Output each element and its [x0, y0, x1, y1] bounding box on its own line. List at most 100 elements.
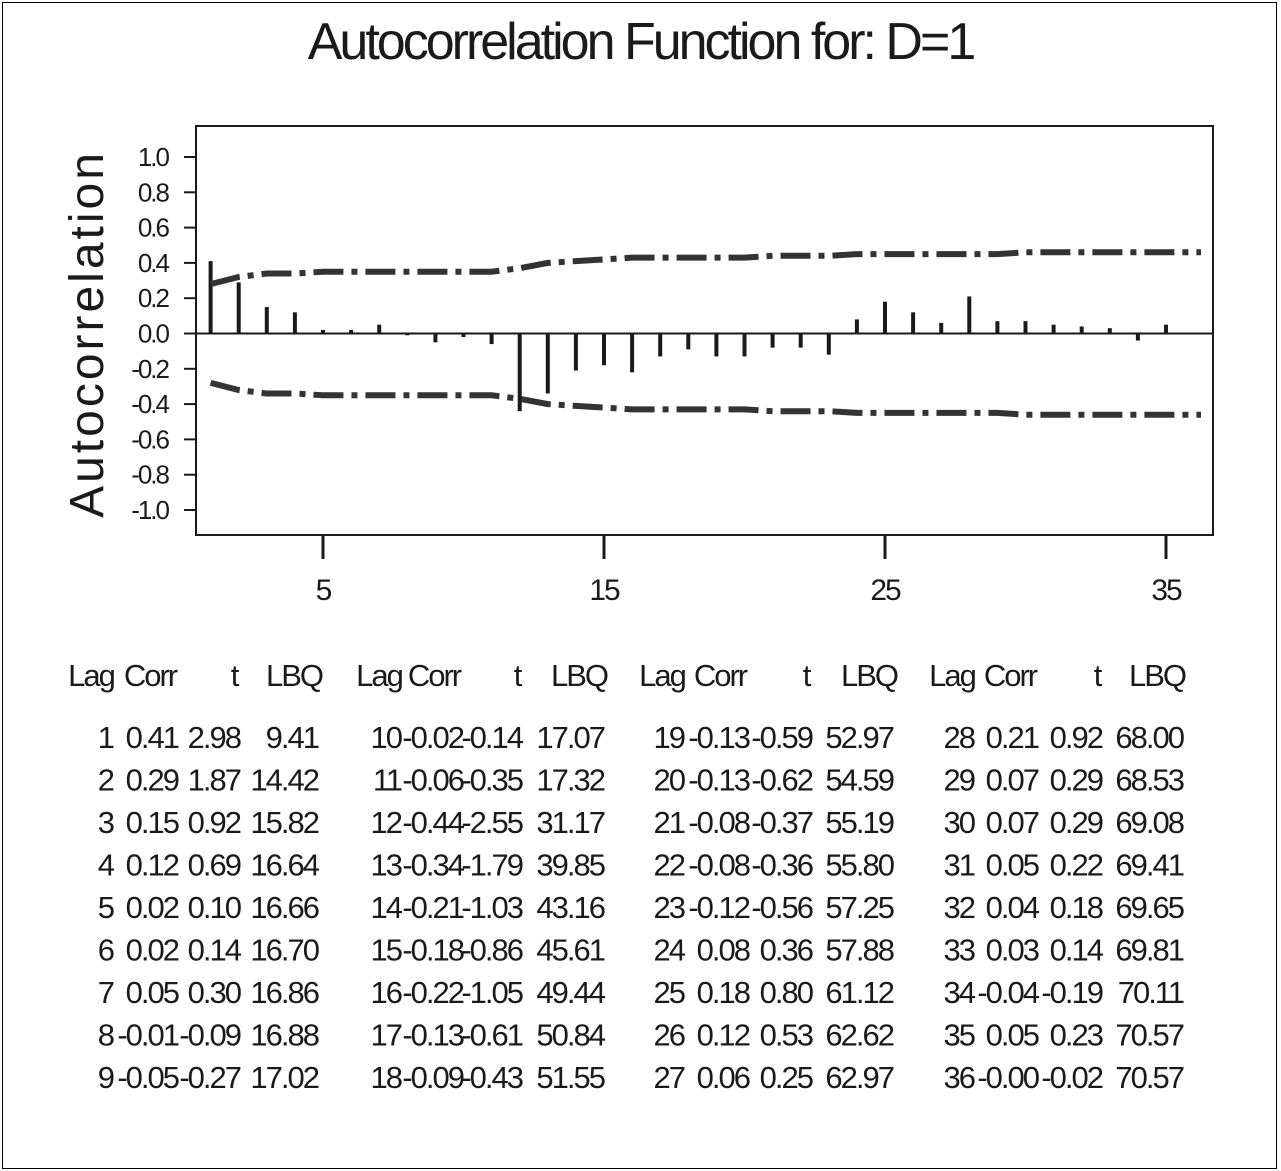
corr-cell: 0.03 — [986, 933, 1039, 968]
lbq-cell: 62.97 — [825, 1060, 893, 1095]
t-cell: -0.37 — [751, 805, 812, 840]
t-cell: -0.56 — [751, 890, 812, 925]
lag-header: Lag — [68, 658, 114, 693]
lag-cell: 6 — [98, 933, 114, 968]
lbq-cell: 17.02 — [250, 1060, 318, 1095]
t-cell: 0.92 — [1050, 720, 1103, 755]
lag-cell: 35 — [944, 1018, 975, 1053]
corr-cell: -0.13 — [688, 763, 749, 798]
lbq-cell: 52.97 — [825, 720, 893, 755]
lag-header: Lag — [639, 658, 685, 693]
x-tick-label: 15 — [589, 574, 620, 607]
t-cell: -0.36 — [751, 848, 812, 883]
lbq-cell: 57.88 — [825, 933, 893, 968]
t-header: t — [803, 658, 812, 693]
lag-cell: 34 — [944, 975, 976, 1010]
y-tick-label: -0.8 — [131, 460, 169, 490]
t-header: t — [514, 658, 523, 693]
corr-cell: 0.06 — [697, 1060, 750, 1095]
t-cell: -1.79 — [461, 848, 522, 883]
lag-cell: 4 — [98, 848, 115, 883]
corr-cell: -0.21 — [402, 890, 463, 925]
corr-cell: -0.13 — [402, 1018, 463, 1053]
t-cell: 0.30 — [188, 975, 242, 1010]
lag-cell: 21 — [654, 805, 685, 840]
lag-header: Lag — [356, 658, 402, 693]
lag-cell: 20 — [654, 763, 686, 798]
corr-cell: -0.44 — [402, 805, 464, 840]
corr-cell: -0.01 — [117, 1018, 178, 1053]
t-cell: -2.55 — [461, 805, 522, 840]
lag-cell: 17 — [371, 1018, 402, 1053]
lag-cell: 33 — [944, 933, 975, 968]
lag-cell: 25 — [654, 975, 685, 1010]
lbq-cell: 51.55 — [536, 1060, 604, 1095]
lag-cell: 36 — [944, 1060, 975, 1095]
t-cell: 0.92 — [188, 805, 241, 840]
lag-cell: 30 — [944, 805, 976, 840]
lbq-cell: 68.53 — [1115, 763, 1183, 798]
lbq-cell: 31.17 — [536, 805, 604, 840]
lbq-cell: 45.61 — [536, 933, 604, 968]
corr-cell: 0.29 — [126, 763, 179, 798]
corr-cell: 0.02 — [126, 933, 179, 968]
corr-cell: 0.05 — [986, 1018, 1039, 1053]
corr-header: Corr — [124, 658, 178, 693]
t-cell: 0.10 — [188, 890, 242, 925]
lag-cell: 18 — [371, 1060, 402, 1095]
corr-cell: -0.09 — [402, 1060, 463, 1095]
t-cell: -1.05 — [461, 975, 522, 1010]
y-tick-label: 0.4 — [138, 248, 170, 278]
lbq-cell: 17.32 — [536, 763, 604, 798]
t-cell: 0.14 — [188, 933, 242, 968]
corr-cell: 0.08 — [697, 933, 750, 968]
t-header: t — [1094, 658, 1103, 693]
lag-cell: 2 — [98, 763, 114, 798]
corr-cell: -0.02 — [402, 720, 463, 755]
y-axis-title: Autocorrelation — [61, 150, 114, 518]
lbq-cell: 14.42 — [250, 763, 318, 798]
lbq-cell: 15.82 — [250, 805, 318, 840]
lbq-cell: 68.00 — [1115, 720, 1184, 755]
lbq-cell: 57.25 — [825, 890, 893, 925]
x-tick-label: 35 — [1151, 574, 1182, 607]
upper-limit-line — [211, 252, 1201, 284]
lbq-cell: 70.57 — [1115, 1018, 1183, 1053]
t-cell: -0.43 — [461, 1060, 522, 1095]
lag-cell: 11 — [373, 763, 402, 798]
y-tick-label: 1.0 — [138, 142, 170, 172]
t-cell: 1.87 — [188, 763, 241, 798]
t-cell: 0.14 — [1050, 933, 1104, 968]
corr-header: Corr — [984, 658, 1038, 693]
lbq-cell: 16.86 — [250, 975, 318, 1010]
t-cell: 0.80 — [760, 975, 814, 1010]
lbq-cell: 16.66 — [250, 890, 318, 925]
t-header: t — [231, 658, 240, 693]
lag-cell: 27 — [654, 1060, 685, 1095]
corr-cell: -0.06 — [402, 763, 463, 798]
t-cell: -0.61 — [461, 1018, 522, 1053]
lag-cell: 22 — [654, 848, 685, 883]
lbq-header: LBQ — [1129, 658, 1186, 693]
corr-cell: 0.15 — [126, 805, 179, 840]
t-cell: -0.19 — [1041, 975, 1102, 1010]
lbq-cell: 39.85 — [536, 848, 604, 883]
lag-cell: 3 — [98, 805, 114, 840]
lag-cell: 14 — [371, 890, 403, 925]
lbq-cell: 50.84 — [536, 1018, 605, 1053]
corr-cell: -0.04 — [977, 975, 1039, 1010]
lag-cell: 31 — [944, 848, 975, 883]
t-cell: 0.53 — [760, 1018, 813, 1053]
lbq-cell: 69.65 — [1115, 890, 1183, 925]
corr-cell: 0.21 — [986, 720, 1039, 755]
lag-header: Lag — [929, 658, 975, 693]
lbq-cell: 55.19 — [825, 805, 893, 840]
corr-cell: 0.12 — [697, 1018, 750, 1053]
x-tick-label: 25 — [870, 574, 901, 607]
corr-cell: -0.08 — [688, 848, 749, 883]
t-cell: 2.98 — [188, 720, 241, 755]
corr-cell: 0.05 — [126, 975, 179, 1010]
t-cell: -0.86 — [461, 933, 522, 968]
